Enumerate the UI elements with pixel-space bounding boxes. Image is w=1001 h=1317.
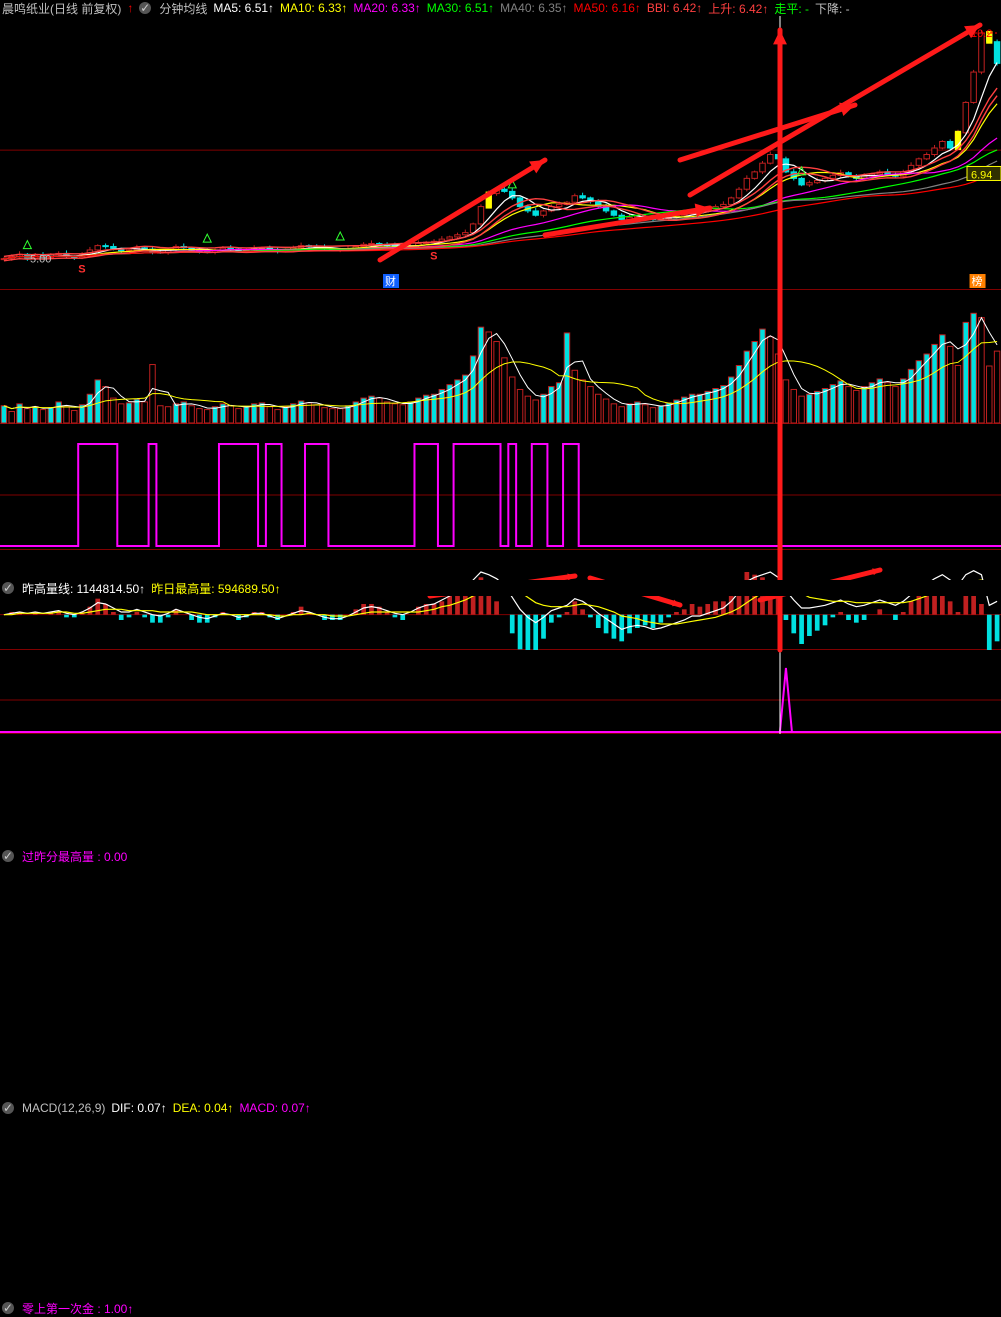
ma-item-4: MA40: 6.35↑ xyxy=(500,1,567,15)
svg-text:榜: 榜 xyxy=(972,274,983,288)
golden-hdr-0: 零上第一次金 : 1.00↑ xyxy=(22,1300,133,1317)
price-panel: 晨鸣纸业(日线 前复权) ↑ ✓ 分钟均线 MA5: 6.51↑ MA10: 6.33↑ M… xyxy=(0,0,1001,290)
golden-header: ✓ 零上第一次金 : 1.00↑ xyxy=(0,1300,1001,1316)
check-icon[interactable]: ✓ xyxy=(2,1302,14,1314)
check-icon[interactable]: ✓ xyxy=(2,850,14,862)
macd-panel: ✓MACD(12,26,9)DIF: 0.07↑DEA: 0.04↑MACD: … xyxy=(0,550,1001,650)
golden-chart[interactable] xyxy=(0,650,1001,734)
svg-text:10.2: 10.2 xyxy=(971,28,992,40)
vol-hdr-0: 昨高量线: 1144814.50↑ xyxy=(22,580,145,597)
svg-text:财: 财 xyxy=(385,274,396,288)
macd-hdr-1: DIF: 0.07↑ xyxy=(111,1101,166,1115)
check-icon[interactable]: ✓ xyxy=(2,1102,14,1114)
macd-hdr-2: DEA: 0.04↑ xyxy=(173,1101,234,1115)
bin-hdr-0: 过昨分最高量 : 0.00 xyxy=(22,848,127,865)
ma-item-7: 上升: 6.42↑ xyxy=(708,0,768,17)
svg-text:S: S xyxy=(78,263,85,275)
ma-item-8: 走平: - xyxy=(774,0,809,17)
price-chart[interactable]: 10.2 6.94 5.00 S S 财 榜 xyxy=(0,0,1001,290)
check-icon[interactable]: ✓ xyxy=(139,2,151,14)
up-arrow-icon: ↑ xyxy=(127,1,133,15)
stock-title: 晨鸣纸业(日线 前复权) xyxy=(2,0,121,17)
svg-text:5.00: 5.00 xyxy=(30,254,51,266)
macd-chart[interactable] xyxy=(0,550,1001,650)
ma-item-0: MA5: 6.51↑ xyxy=(213,1,274,15)
volume-header: ✓ 昨高量线: 1144814.50↑ 昨日最高量: 594689.50↑ xyxy=(0,580,1001,596)
indicator-name: 分钟均线 xyxy=(159,0,207,17)
vol-hdr-1: 昨日最高量: 594689.50↑ xyxy=(151,580,280,597)
ma-item-9: 下降: - xyxy=(815,0,850,17)
ma-item-2: MA20: 6.33↑ xyxy=(353,1,420,15)
price-header: 晨鸣纸业(日线 前复权) ↑ ✓ 分钟均线 MA5: 6.51↑ MA10: 6.33↑ M… xyxy=(0,0,1001,16)
ma-item-5: MA50: 6.16↑ xyxy=(574,1,641,15)
volume-panel: ✓昨高量线: 1144814.50↑昨日最高量: 594689.50↑ xyxy=(0,290,1001,424)
macd-hdr-0: MACD(12,26,9) xyxy=(22,1101,105,1115)
binary-panel: ✓过昨分最高量 : 0.00 xyxy=(0,424,1001,550)
check-icon[interactable]: ✓ xyxy=(2,582,14,594)
binary-chart[interactable] xyxy=(0,424,1001,550)
macd-header: ✓ MACD(12,26,9) DIF: 0.07↑ DEA: 0.04↑ MACD: … xyxy=(0,1100,1001,1116)
svg-text:6.94: 6.94 xyxy=(971,169,992,181)
svg-text:S: S xyxy=(430,250,437,262)
binary-header: ✓ 过昨分最高量 : 0.00 xyxy=(0,848,1001,864)
volume-chart[interactable] xyxy=(0,290,1001,424)
macd-hdr-3: MACD: 0.07↑ xyxy=(239,1101,310,1115)
ma-item-3: MA30: 6.51↑ xyxy=(427,1,494,15)
ma-item-6: BBI: 6.42↑ xyxy=(647,1,702,15)
ma-item-1: MA10: 6.33↑ xyxy=(280,1,347,15)
golden-panel: ✓零上第一次金 : 1.00↑ xyxy=(0,650,1001,734)
